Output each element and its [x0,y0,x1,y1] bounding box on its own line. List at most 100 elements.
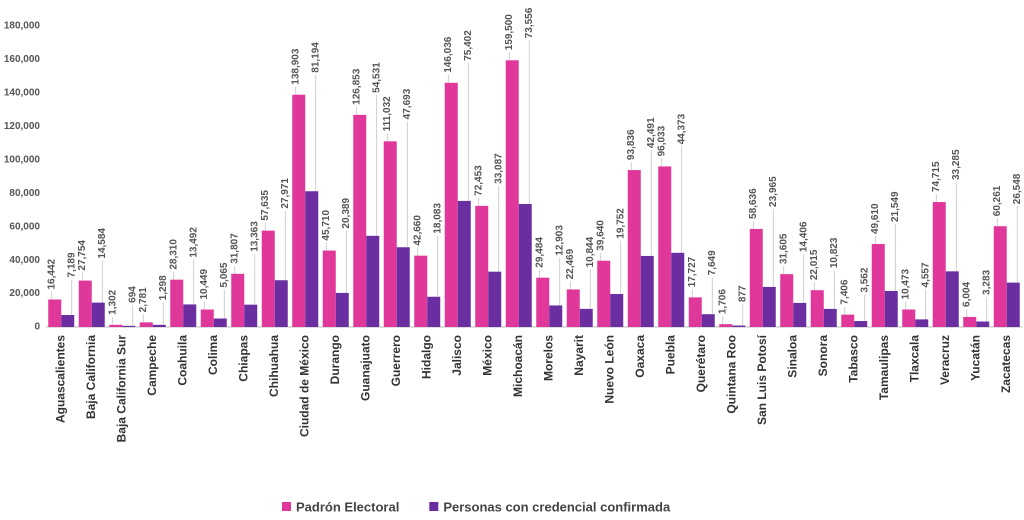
data-label: 33,087 [493,153,504,184]
data-label: 4,557 [920,262,931,287]
data-label: 93,836 [626,129,637,160]
data-label: 72,453 [473,165,484,196]
bar [566,289,580,327]
bar [854,321,868,327]
y-tick-label: 180,000 [4,21,41,32]
y-tick-label: 20,000 [9,288,40,299]
data-label: 81,194 [310,42,321,73]
bar [122,325,136,327]
bar [597,260,611,327]
x-tick-label: Sonora [816,335,830,377]
bar [732,325,746,327]
bar [475,205,489,327]
x-tick-label: Querétaro [694,335,708,392]
bar [810,290,824,327]
bar [183,304,197,327]
x-tick-label: Puebla [663,335,677,375]
x-tick-label: Aguascalientes [53,335,67,423]
y-tick-label: 100,000 [4,154,41,165]
data-label: 126,853 [351,68,362,105]
data-label: 13,363 [249,221,260,252]
x-tick-label: Jalisco [450,335,464,376]
bar [871,244,885,327]
bar [457,200,471,327]
y-tick-label: 60,000 [9,221,40,232]
data-label: 13,492 [188,227,199,258]
data-label: 138,903 [290,48,301,85]
data-label: 21,549 [890,191,901,222]
data-label: 45,710 [321,210,332,241]
data-label: 26,548 [1012,173,1023,204]
bar [627,170,641,327]
data-label: 44,373 [676,113,687,144]
data-label: 75,402 [463,30,474,61]
x-tick-label: Nayarit [572,335,586,376]
data-label: 3,562 [859,267,870,292]
x-tick-label: Guanajuato [358,335,372,401]
bar [536,277,550,327]
x-tick-label: Tabasco [846,335,860,383]
bar [261,230,275,327]
bar [932,202,946,327]
bar [213,318,227,327]
bar [841,314,855,327]
bar [414,255,428,327]
bar [305,191,319,327]
bar [915,319,929,327]
data-label: 6,004 [961,281,972,306]
legend-label: Personas con credencial confirmada [443,499,671,514]
x-tick-label: Durango [328,335,342,384]
bar [976,321,990,327]
data-label: 14,406 [798,221,809,252]
bar [244,304,258,327]
data-label: 146,036 [443,36,454,73]
data-label: 10,844 [585,236,596,267]
x-tick-label: Quintana Roo [724,335,738,414]
data-label: 877 [737,285,748,302]
x-tick-label: México [480,335,494,376]
x-tick-label: San Luis Potosí [755,334,769,425]
data-label: 22,469 [565,248,576,279]
data-label: 7,189 [66,252,77,277]
bar [91,302,105,327]
x-tick-label: Michoacán [511,335,525,397]
bar [292,94,306,327]
bar [963,316,977,327]
y-tick-label: 160,000 [4,54,41,65]
y-tick-label: 120,000 [4,121,41,132]
bar [139,322,153,327]
legend-swatch [282,502,291,511]
bar [793,302,807,327]
data-label: 12,903 [554,225,565,256]
bar [366,235,380,327]
bar [61,314,75,327]
data-label: 1,298 [158,275,169,300]
bar [353,114,367,327]
data-label: 111,032 [382,96,393,131]
data-label: 7,649 [707,250,718,275]
bar [170,279,184,327]
legend-swatch [429,502,439,511]
x-tick-label: Tlaxcala [907,335,921,383]
data-label: 31,807 [229,233,240,264]
data-label: 42,491 [646,117,657,148]
data-label: 22,015 [809,249,820,280]
x-tick-label: Veracruz [938,335,952,385]
x-tick-label: Chiapas [236,335,250,382]
x-tick-label: Baja California [84,335,98,419]
data-label: 3,283 [981,269,992,294]
data-label: 19,752 [615,208,626,239]
data-label: 159,500 [504,14,515,51]
data-label: 10,473 [900,268,911,299]
data-label: 57,635 [260,190,271,221]
bar [231,273,245,327]
bar [749,228,763,327]
bar [945,271,959,327]
bar [78,280,92,327]
data-label: 60,261 [992,185,1003,216]
bar [335,292,349,327]
x-tick-label: Oaxaca [633,335,647,378]
x-tick-label: Tamaulipas [877,335,891,400]
bar [109,324,123,327]
